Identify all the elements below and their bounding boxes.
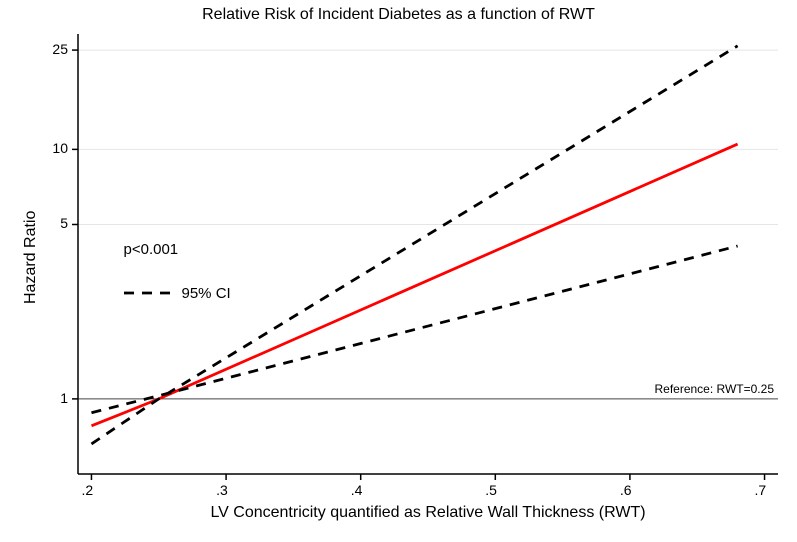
series-ci-lower (91, 246, 737, 413)
plot-area: Reference: RWT=0.25 (78, 34, 778, 474)
series-ci-upper (91, 46, 737, 444)
x-axis-label: LV Concentricity quantified as Relative … (78, 504, 778, 522)
x-tick-label: .4 (351, 482, 363, 498)
reference-label: Reference: RWT=0.25 (654, 382, 774, 396)
x-tick-label: .3 (216, 482, 228, 498)
chart-title: Relative Risk of Incident Diabetes as a … (0, 6, 797, 24)
hazard-ratio-chart: Relative Risk of Incident Diabetes as a … (0, 0, 797, 542)
y-tick-label: 25 (52, 41, 68, 57)
x-tick-label: .2 (81, 482, 93, 498)
p-value-annotation: p<0.001 (124, 241, 179, 258)
x-tick-label: .6 (620, 482, 632, 498)
y-axis-label: Hazard Ratio (22, 211, 40, 304)
legend-ci-label: 95% CI (182, 285, 231, 302)
legend-ci: 95% CI (124, 285, 231, 302)
x-tick-label: .5 (485, 482, 497, 498)
legend-dash-icon (124, 287, 172, 299)
plot-svg: Reference: RWT=0.25 (78, 34, 778, 474)
y-tick-label: 10 (52, 140, 68, 156)
y-tick-label: 1 (60, 390, 68, 406)
y-tick-label: 5 (60, 215, 68, 231)
x-tick-label: .7 (755, 482, 767, 498)
